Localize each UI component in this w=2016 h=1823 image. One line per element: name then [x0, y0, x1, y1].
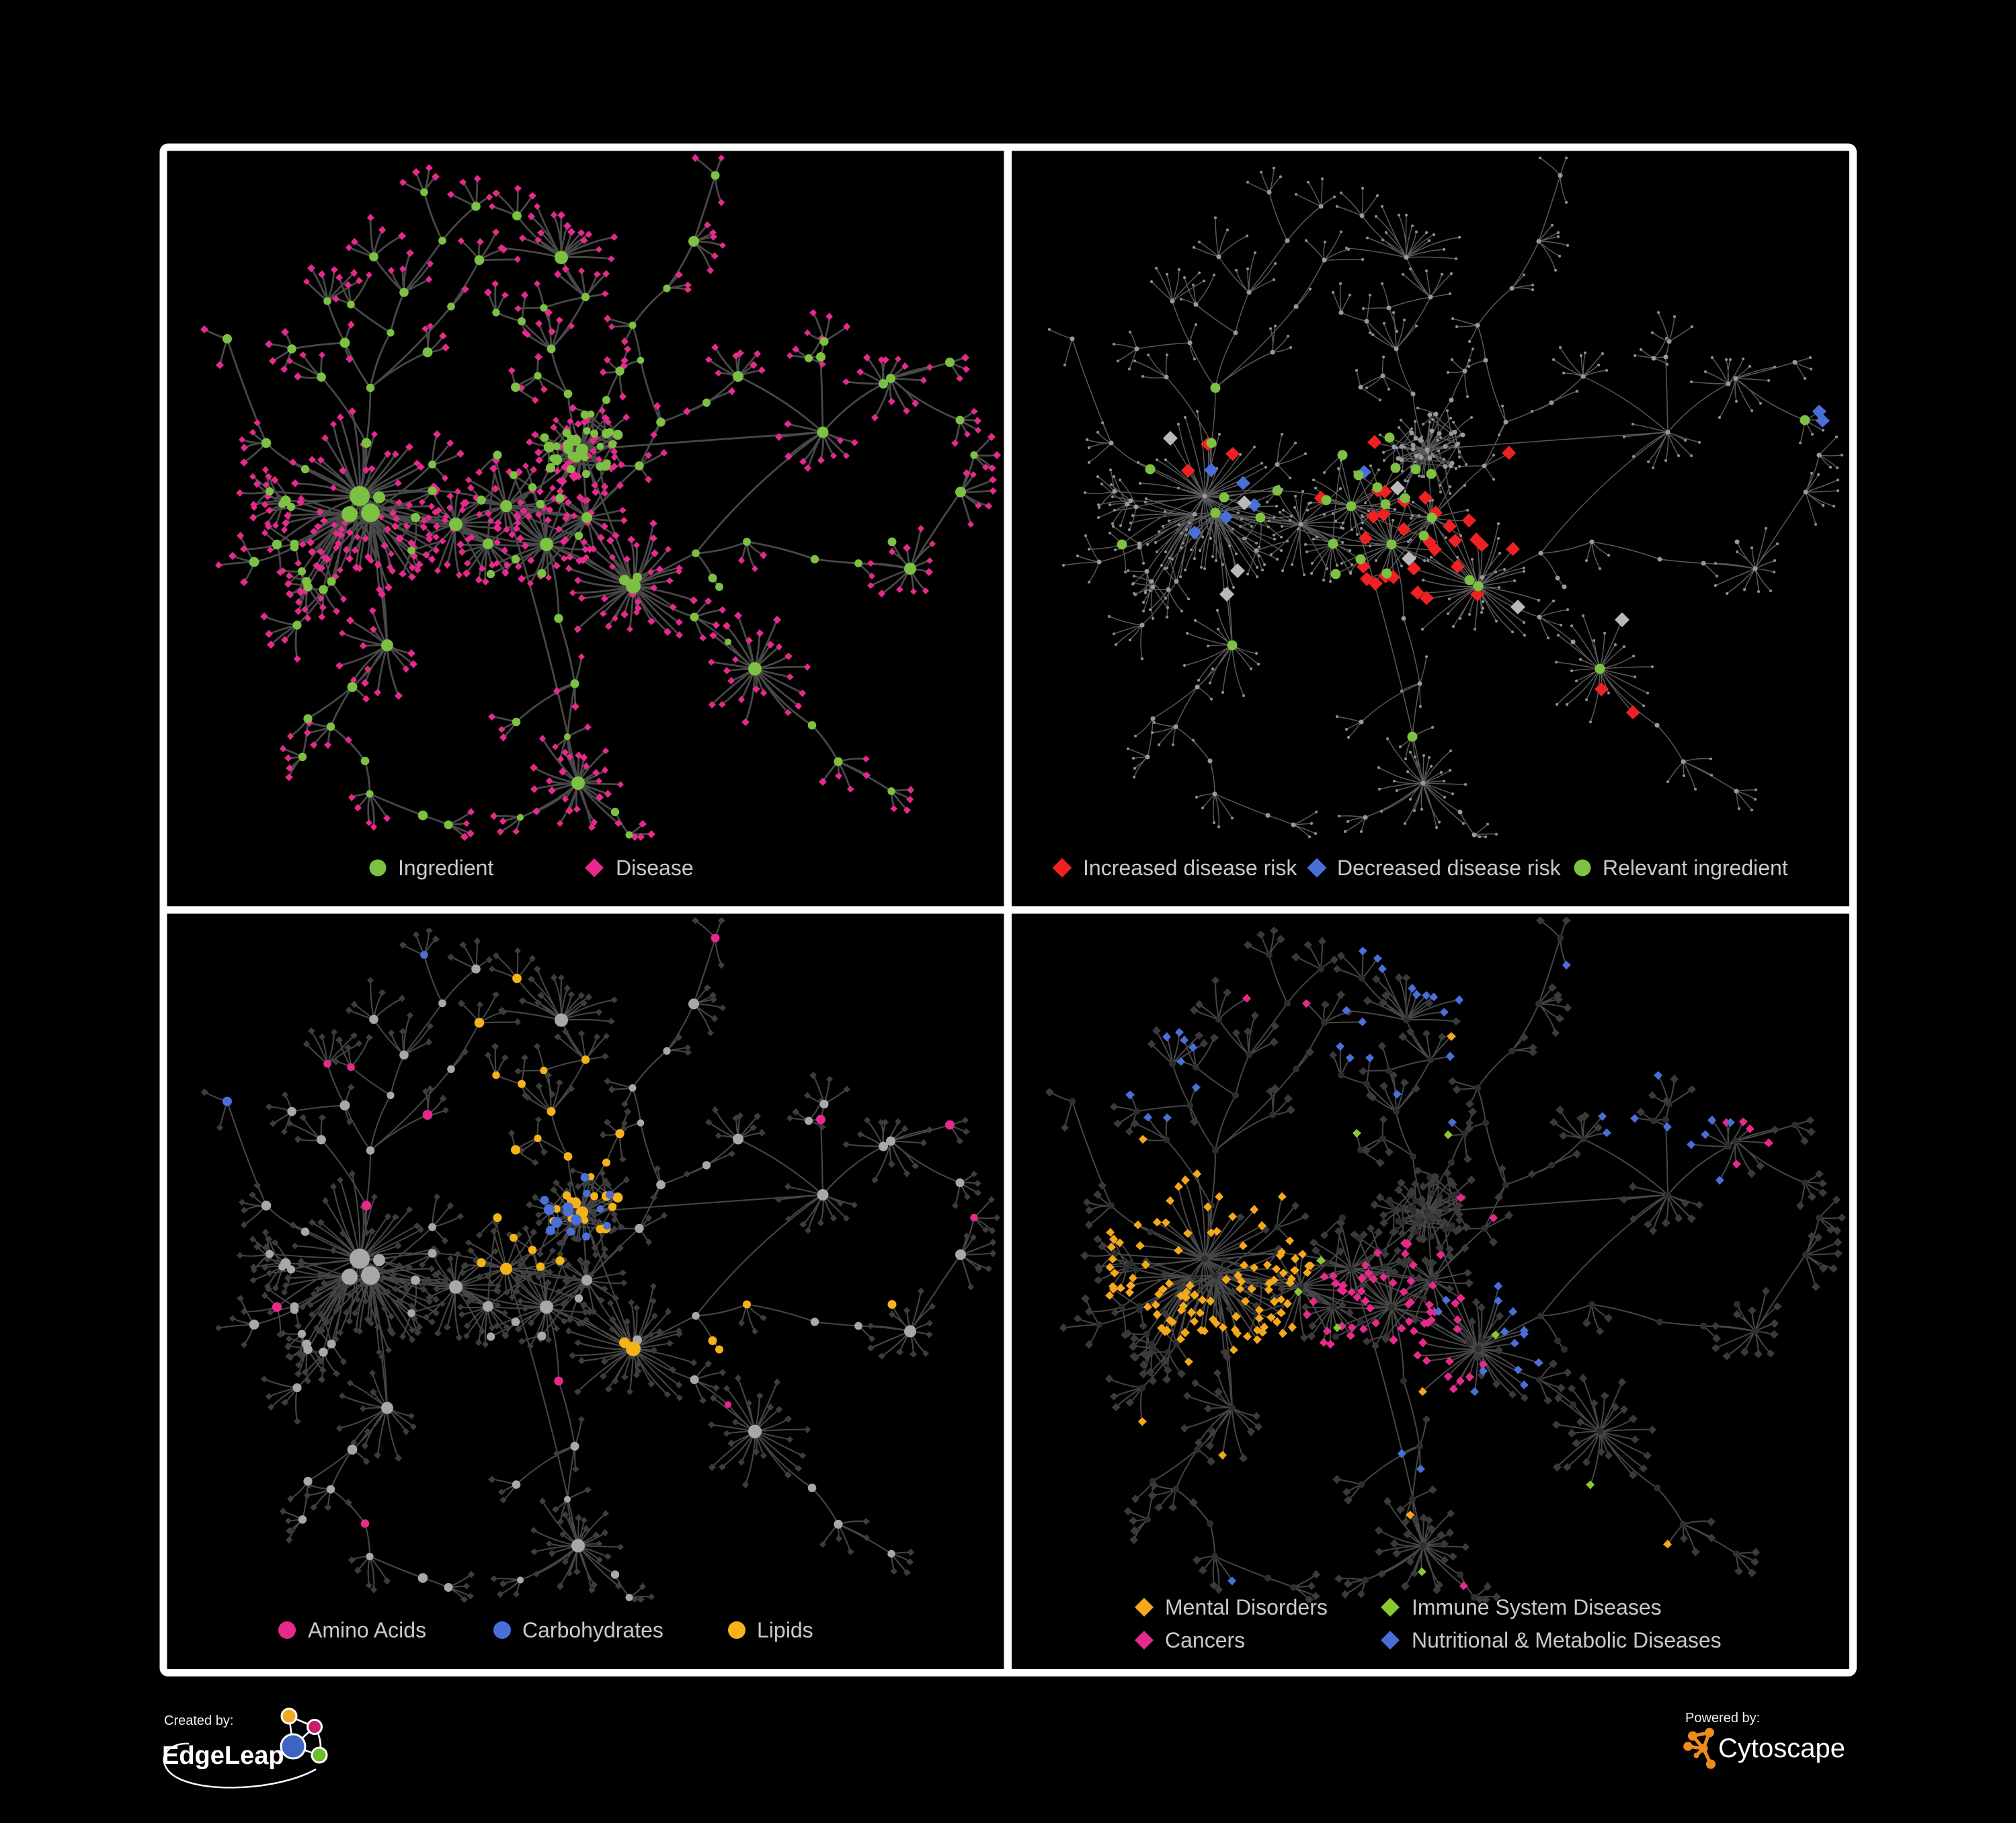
svg-text:Powered by:: Powered by:: [1685, 1711, 1760, 1726]
svg-text:Decreased disease risk: Decreased disease risk: [1337, 856, 1562, 880]
svg-text:Mental Disorders: Mental Disorders: [1165, 1595, 1328, 1619]
svg-text:Nutritional & Metabolic Diseas: Nutritional & Metabolic Diseases: [1412, 1628, 1722, 1652]
svg-text:EdgeLeap: EdgeLeap: [162, 1742, 284, 1770]
svg-text:Relevant ingredient: Relevant ingredient: [1603, 856, 1788, 880]
svg-text:Disease: Disease: [616, 856, 694, 880]
svg-text:Immune System Diseases: Immune System Diseases: [1412, 1595, 1662, 1619]
svg-text:Ingredient: Ingredient: [398, 856, 493, 880]
svg-text:Amino Acids: Amino Acids: [308, 1618, 426, 1642]
svg-text:Cytoscape: Cytoscape: [1718, 1734, 1845, 1763]
svg-text:Lipids: Lipids: [757, 1618, 813, 1642]
svg-text:Cancers: Cancers: [1165, 1628, 1245, 1652]
svg-text:Created by:: Created by:: [164, 1713, 233, 1728]
svg-text:Increased disease risk: Increased disease risk: [1083, 856, 1297, 880]
svg-text:Carbohydrates: Carbohydrates: [522, 1618, 663, 1642]
